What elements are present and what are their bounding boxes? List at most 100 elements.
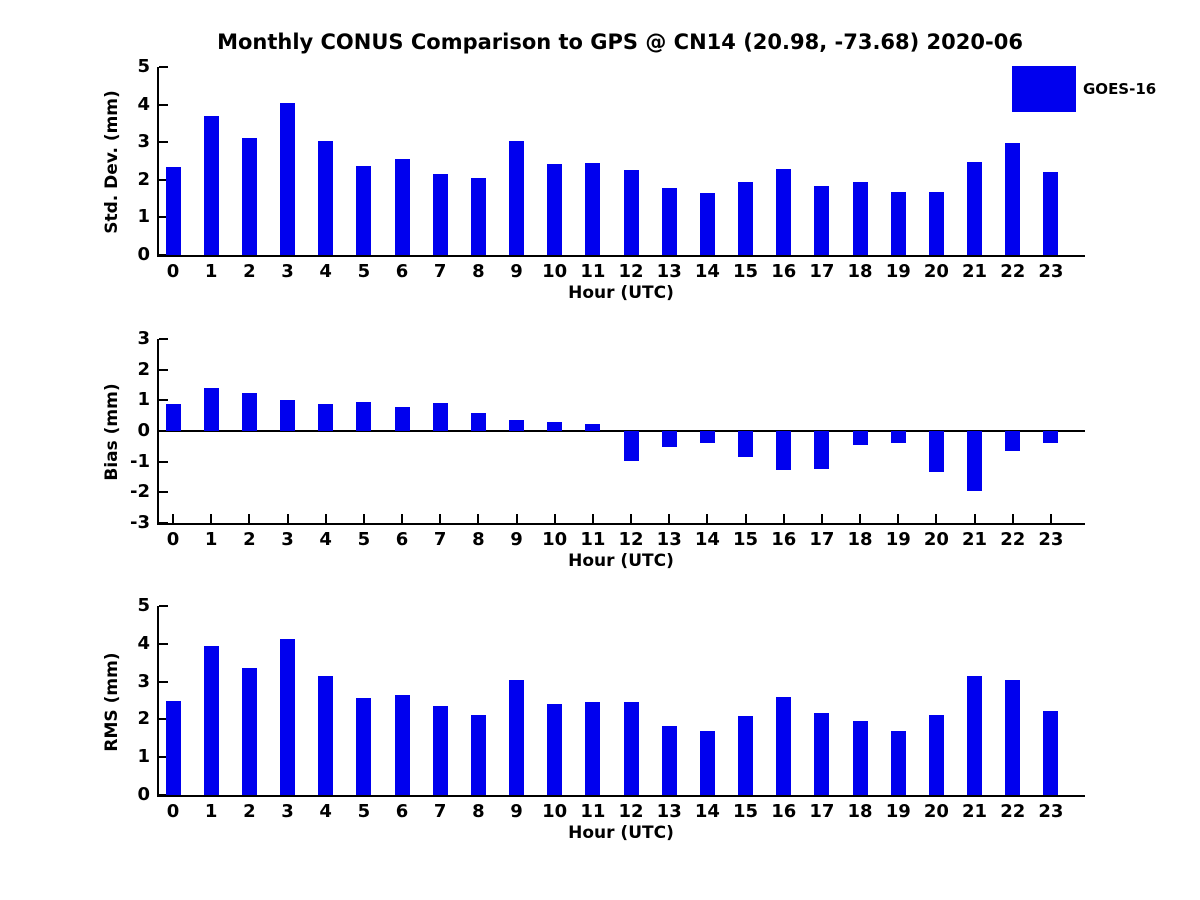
x-tick-label: 1 xyxy=(204,529,218,550)
x-tick-label: 21 xyxy=(962,801,988,822)
y-tick-label: -1 xyxy=(130,450,150,472)
y-tick xyxy=(159,399,168,402)
x-tick-label: 1 xyxy=(204,801,218,822)
x-tick-label: 20 xyxy=(923,529,949,550)
bar-hour-7 xyxy=(432,402,448,431)
bar-hour-2 xyxy=(241,137,257,255)
bar-hour-7 xyxy=(432,174,448,255)
bar-hour-22 xyxy=(1005,142,1021,255)
y-tick-label: 3 xyxy=(137,670,150,692)
bar-hour-22 xyxy=(1005,431,1021,452)
legend: GOES-16 xyxy=(1012,66,1156,112)
x-tick-label: 7 xyxy=(433,801,447,822)
x-tick-label: 0 xyxy=(166,801,180,822)
bar-hour-17 xyxy=(814,712,830,795)
y-tick-label: 3 xyxy=(137,328,150,349)
x-tick-label: 7 xyxy=(433,261,447,282)
x-tick xyxy=(401,514,404,523)
x-tick-label: 23 xyxy=(1038,261,1064,282)
bar-hour-10 xyxy=(547,703,563,795)
x-tick-label: 2 xyxy=(243,529,256,550)
bar-hour-21 xyxy=(967,431,983,492)
x-tick-label: 12 xyxy=(618,801,644,822)
x-tick-label: 7 xyxy=(433,529,447,550)
bar-hour-18 xyxy=(852,720,868,795)
y-tick-label: 0 xyxy=(137,420,150,441)
x-tick-label: 22 xyxy=(1000,261,1026,282)
x-tick-label: 13 xyxy=(656,801,682,822)
bar-hour-6 xyxy=(394,159,410,255)
x-tick-label: 6 xyxy=(395,529,409,550)
y-tick xyxy=(159,605,168,607)
x-tick xyxy=(515,514,518,523)
x-tick-label: 10 xyxy=(542,529,568,550)
bar-hour-6 xyxy=(394,407,410,431)
x-tick-label: 9 xyxy=(510,801,523,822)
bar-hour-17 xyxy=(814,185,830,255)
y-tick-label: 1 xyxy=(137,389,150,411)
bar-hour-5 xyxy=(356,697,372,795)
x-tick-label: 8 xyxy=(472,801,485,822)
x-tick xyxy=(286,514,289,523)
x-tick xyxy=(973,514,976,523)
y-tick xyxy=(159,718,168,721)
x-tick xyxy=(1049,514,1052,523)
x-tick-label: 9 xyxy=(510,529,523,550)
plot-area-bias xyxy=(157,338,1085,525)
y-tick xyxy=(159,254,168,256)
bar-hour-8 xyxy=(470,714,486,795)
bar-hour-21 xyxy=(967,162,983,255)
x-tick xyxy=(820,514,823,523)
bar-hour-0 xyxy=(165,700,181,795)
x-tick-label: 21 xyxy=(962,261,988,282)
x-tick-label: 18 xyxy=(847,261,873,282)
x-tick-label: 5 xyxy=(357,261,371,282)
x-tick-label: 11 xyxy=(580,801,606,822)
bar-hour-11 xyxy=(585,424,601,431)
bar-hour-23 xyxy=(1043,710,1059,795)
y-tick-label: -2 xyxy=(130,481,150,503)
bar-hour-15 xyxy=(738,715,754,795)
x-tick-label: 11 xyxy=(580,529,606,550)
bar-hour-23 xyxy=(1043,172,1059,255)
bar-hour-19 xyxy=(890,431,906,444)
bar-hour-12 xyxy=(623,169,639,255)
y-tick xyxy=(159,491,168,494)
x-tick-label: 4 xyxy=(319,261,332,282)
x-tick-label: 12 xyxy=(618,529,644,550)
x-tick-label: 8 xyxy=(472,261,485,282)
y-tick-label: 2 xyxy=(137,708,150,730)
x-tick-label: 1 xyxy=(204,261,218,282)
x-tick-label: 17 xyxy=(809,801,835,822)
x-tick-label: 15 xyxy=(733,801,759,822)
x-tick-label: 3 xyxy=(281,261,294,282)
x-tick xyxy=(477,514,480,523)
y-tick-label: 3 xyxy=(137,131,150,153)
x-tick-label: 4 xyxy=(319,529,332,550)
bar-hour-23 xyxy=(1043,431,1059,443)
x-tick-label: 21 xyxy=(962,529,988,550)
bar-hour-12 xyxy=(623,702,639,795)
x-tick-label: 20 xyxy=(923,261,949,282)
x-tick-label: 18 xyxy=(847,529,873,550)
y-tick xyxy=(159,66,168,68)
bar-hour-18 xyxy=(852,182,868,255)
x-tick-label: 2 xyxy=(243,261,256,282)
bar-hour-14 xyxy=(699,431,715,444)
x-tick-label: 19 xyxy=(885,261,911,282)
y-tick-label: 5 xyxy=(137,56,150,77)
bar-hour-10 xyxy=(547,421,563,431)
x-tick-label: 6 xyxy=(395,261,409,282)
bar-hour-4 xyxy=(318,404,334,431)
x-tick-label: 15 xyxy=(733,261,759,282)
y-tick xyxy=(159,522,168,524)
bar-hour-1 xyxy=(203,115,219,255)
legend-swatch-goes16 xyxy=(1012,66,1076,112)
y-tick xyxy=(159,794,168,796)
x-tick-label: 13 xyxy=(656,529,682,550)
bar-hour-8 xyxy=(470,412,486,431)
bar-hour-7 xyxy=(432,705,448,795)
bar-hour-0 xyxy=(165,404,181,431)
x-tick-label: 16 xyxy=(771,529,797,550)
